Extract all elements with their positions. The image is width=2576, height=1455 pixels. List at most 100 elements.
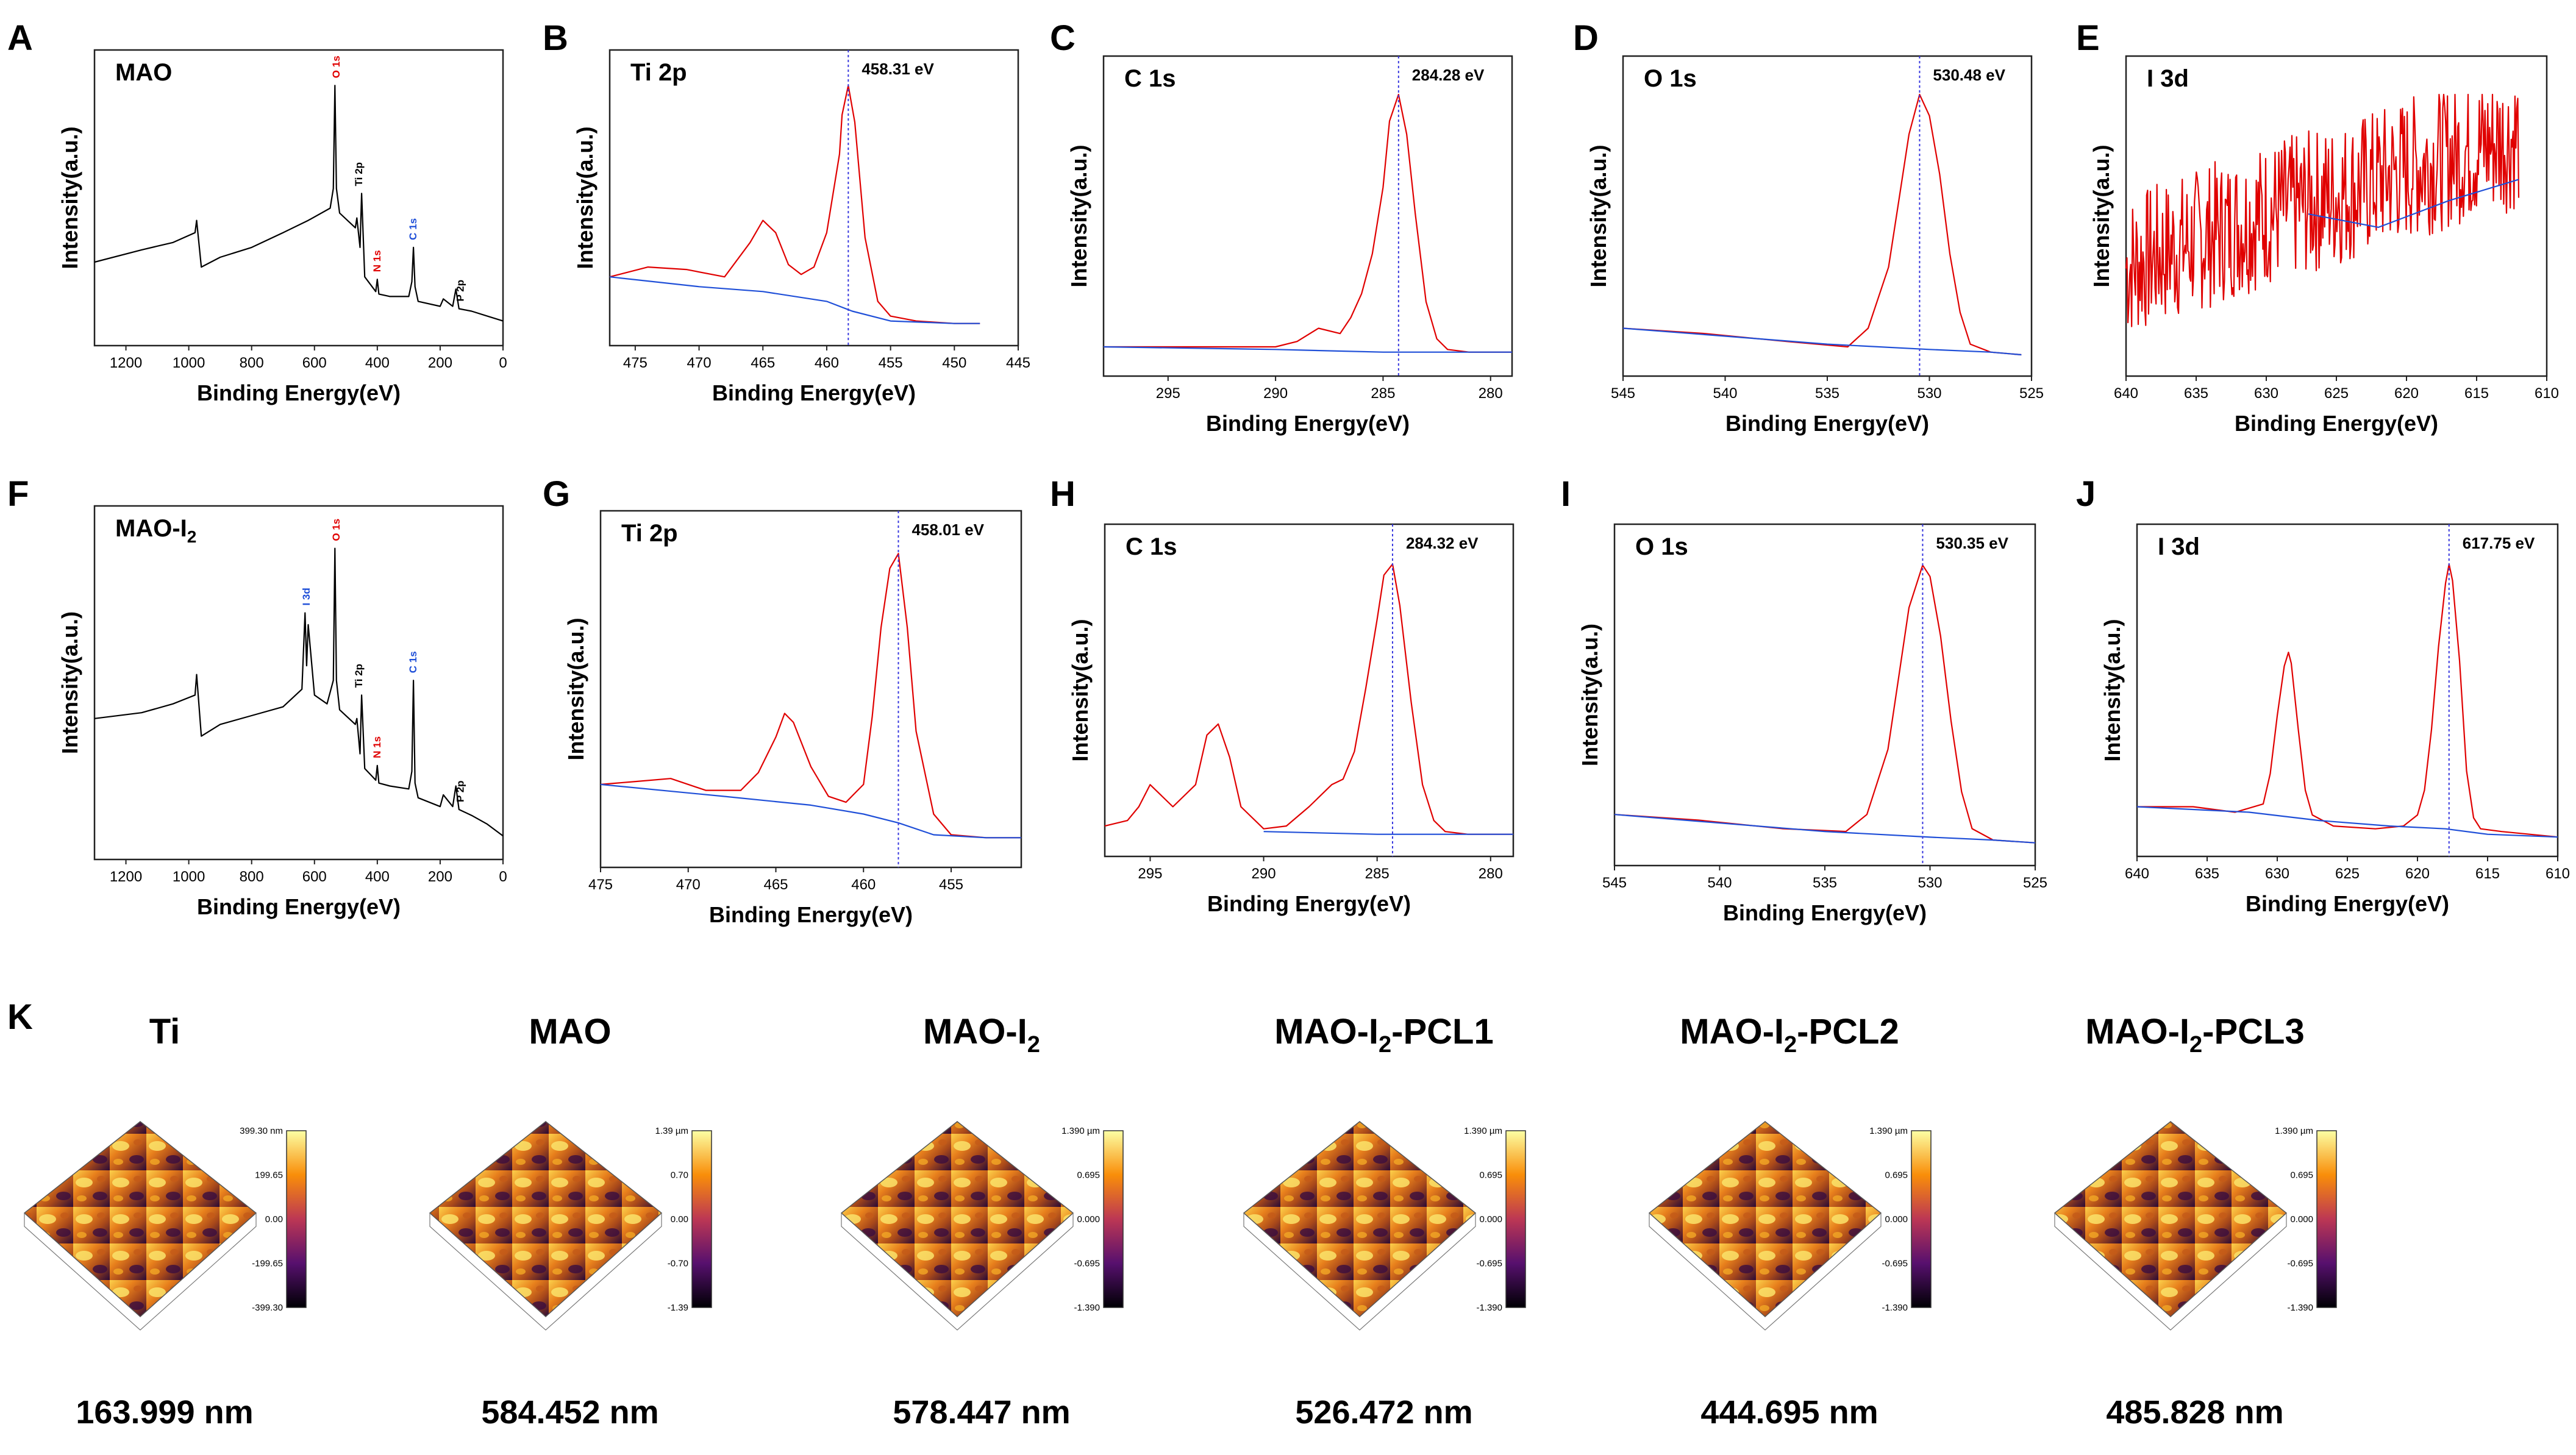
peak-annotation: Ti 2p: [353, 162, 365, 186]
panel-letter-k: K: [7, 997, 33, 1037]
afm-panel: Ti 399.30 nm 199.65 0.00 -199.65 -399.30 163.9…: [23, 1012, 307, 1431]
sample-label: O 1s: [1635, 533, 1688, 560]
y-axis-title: Intensity(a.u.): [2100, 619, 2125, 761]
afm-surface: [1648, 1121, 1882, 1318]
colorbar-tick-label: -0.695: [1882, 1259, 1908, 1269]
afm-roughness-value: 578.447 nm: [893, 1394, 1070, 1431]
x-tick-label: 620: [2405, 866, 2430, 882]
x-tick-label: 295: [1156, 385, 1180, 402]
afm-panel: MAO-I2-PCL1 1.390 µm 0.695 0.000 -0.695 -1.39…: [1243, 1012, 1526, 1431]
afm-colorbar: [1911, 1130, 1932, 1308]
colorbar-tick-label: -1.39: [668, 1303, 688, 1313]
afm-surface: [840, 1121, 1074, 1318]
peak-label: 617.75 eV: [2463, 534, 2535, 552]
afm-roughness-value: 485.828 nm: [2106, 1394, 2283, 1431]
peak-annotation: P 2p: [454, 280, 466, 302]
x-tick-label: 470: [687, 355, 712, 371]
afm-surface: [2053, 1121, 2288, 1318]
y-axis-title: Intensity(a.u.): [1577, 624, 1602, 766]
series-spectrum: [1622, 93, 2022, 356]
colorbar-tick-label: 0.000: [2290, 1214, 2313, 1225]
panel-letter-d: D: [1573, 18, 1599, 58]
panel-a: A MAO 1200 1000 800 600 400 200 0 Binding Energy(…: [7, 18, 507, 405]
x-axis-title: Binding Energy(eV): [197, 380, 401, 405]
afm-title: MAO-I2-PCL1: [1274, 1012, 1493, 1058]
x-tick-label: 545: [1602, 875, 1627, 891]
x-tick-label: 280: [1479, 866, 1503, 882]
x-tick-label: 400: [365, 355, 390, 371]
panel-d: D O 1s 545 540 535 530 525 Binding Energy(eV) In…: [1573, 18, 2044, 436]
peak-annotation: O 1s: [330, 55, 342, 78]
colorbar-tick-label: 0.695: [1077, 1170, 1100, 1181]
colorbar-tick-label: 399.30 nm: [240, 1126, 283, 1136]
y-axis-title: Intensity(a.u.): [1066, 144, 1091, 287]
afm-panels: Ti 399.30 nm 199.65 0.00 -199.65 -399.30 163.9…: [23, 1012, 2337, 1431]
peak-label: 284.32 eV: [1406, 534, 1479, 552]
x-tick-label: 200: [428, 869, 452, 885]
plot-frame: [1102, 55, 1513, 377]
x-tick-label: 545: [1611, 385, 1635, 402]
colorbar-tick-label: 199.65: [255, 1170, 283, 1181]
x-tick-label: 465: [751, 355, 775, 371]
x-tick-label: 540: [1713, 385, 1737, 402]
peak-annotation: C 1s: [407, 218, 419, 240]
x-tick-label: 800: [240, 869, 264, 885]
x-tick-label: 625: [2324, 385, 2349, 402]
series-background: [2136, 806, 2558, 838]
peak-annotation: N 1s: [371, 250, 383, 272]
afm-colorbar: [1505, 1130, 1526, 1308]
x-tick-label: 445: [1006, 355, 1030, 371]
colorbar-tick-label: 0.000: [1885, 1214, 1908, 1225]
x-tick-label: 455: [939, 877, 963, 893]
panel-letter-j: J: [2076, 474, 2096, 514]
afm-panel: MAO 1.39 µm 0.70 0.00 -0.70 -1.39 584.452 nm: [429, 1012, 712, 1431]
plot-frame: [1613, 523, 2036, 867]
x-tick-label: 450: [942, 355, 966, 371]
panel-letter-e: E: [2076, 18, 2100, 58]
x-tick-label: 640: [2114, 385, 2138, 402]
afm-colorbar: [2316, 1130, 2337, 1308]
sample-label: Ti 2p: [630, 59, 687, 86]
peak-label: 284.28 eV: [1412, 66, 1485, 84]
colorbar-tick-label: 0.00: [265, 1214, 283, 1225]
x-tick-label: 0: [499, 355, 507, 371]
x-tick-label: 400: [365, 869, 390, 885]
x-tick-label: 290: [1263, 385, 1288, 402]
series-background: [1622, 327, 2022, 356]
colorbar-tick-label: 1.390 µm: [1464, 1126, 1502, 1136]
colorbar-tick-label: -199.65: [252, 1259, 283, 1269]
x-axis-title: Binding Energy(eV): [1723, 900, 1927, 925]
afm-surface: [1243, 1121, 1477, 1318]
series-spectrum: [600, 553, 1021, 839]
x-tick-label: 540: [1707, 875, 1732, 891]
x-tick-label: 280: [1479, 385, 1503, 402]
series-spectrum: [2137, 563, 2558, 838]
afm-roughness-value: 526.472 nm: [1295, 1394, 1472, 1431]
x-tick-label: 525: [2023, 875, 2047, 891]
panel-letter-g: G: [543, 474, 570, 514]
panel-e: E I 3d 640 635 630 625 620 615 610 Binding Energy…: [2076, 18, 2559, 436]
colorbar-tick-label: -0.695: [2287, 1259, 2313, 1269]
afm-title: MAO-I2-PCL3: [2085, 1012, 2304, 1058]
x-axis-title: Binding Energy(eV): [1725, 411, 1929, 436]
peak-annotation: Ti 2p: [353, 664, 365, 688]
afm-base-frame: [1243, 1213, 1476, 1331]
sample-label: I 3d: [2147, 65, 2189, 92]
x-tick-label: 285: [1365, 866, 1390, 882]
afm-panel: MAO-I2-PCL3 1.390 µm 0.695 0.000 -0.695 -1.39…: [2053, 1012, 2337, 1431]
afm-base-frame: [1649, 1213, 1882, 1331]
afm-title: Ti: [149, 1012, 180, 1051]
x-tick-label: 615: [2464, 385, 2489, 402]
plot-frame: [1104, 523, 1515, 858]
y-axis-title: Intensity(a.u.): [2089, 144, 2114, 287]
peak-label: 530.35 eV: [1936, 534, 2008, 552]
afm-roughness-value: 163.999 nm: [76, 1394, 253, 1431]
peak-annotation: O 1s: [330, 519, 342, 541]
plot-frame: [93, 49, 504, 347]
x-axis-title: Binding Energy(eV): [2246, 891, 2449, 916]
plot-frame: [93, 505, 504, 861]
x-tick-label: 530: [1918, 875, 1942, 891]
panel-c: C C 1s 295 290 285 280 Binding Energy(eV) Inten…: [1050, 18, 1513, 436]
sample-label: I 3d: [2158, 533, 2200, 560]
